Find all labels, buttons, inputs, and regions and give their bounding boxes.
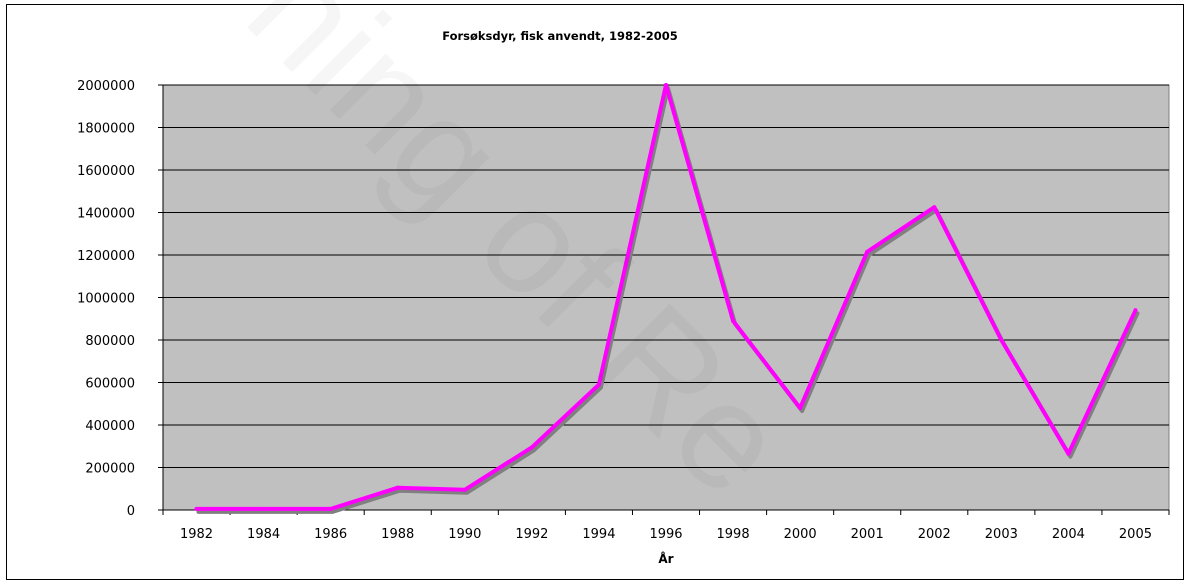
y-tick-label: 200000 (85, 462, 135, 477)
data-point (798, 406, 803, 410)
data-point (261, 506, 266, 511)
data-point (328, 506, 333, 511)
data-point (999, 338, 1004, 342)
data-point (596, 382, 601, 387)
x-tick-label: 1982 (180, 527, 213, 542)
data-point (395, 485, 400, 490)
y-tick-label: 1800000 (77, 122, 135, 137)
x-tick-label: 2004 (1052, 527, 1085, 542)
chart-title: Forsøksdyr, fisk anvendt, 1982-2005 (442, 29, 678, 43)
x-tick-label: 1986 (314, 527, 347, 542)
x-tick-label: 2000 (784, 527, 817, 542)
data-point (932, 205, 937, 210)
data-point (194, 506, 199, 511)
y-tick-label: 600000 (85, 377, 135, 392)
x-tick-label: 1994 (582, 527, 615, 542)
data-point (865, 249, 870, 254)
data-point (1133, 308, 1138, 313)
x-tick-label: 2002 (918, 527, 951, 542)
x-tick-label: 2003 (985, 527, 1018, 542)
y-tick-label: 1000000 (77, 292, 135, 307)
y-tick-label: 2000000 (77, 79, 135, 94)
data-point (1066, 451, 1071, 456)
x-tick-label: 1992 (515, 527, 548, 542)
data-point (529, 445, 534, 450)
x-tick-label: 2001 (851, 527, 884, 542)
x-tick-label: 1996 (649, 527, 682, 542)
x-tick-label: 1984 (247, 527, 280, 542)
x-tick-label: 1988 (381, 527, 414, 542)
y-tick-label: 800000 (85, 334, 135, 349)
x-tick-label: 1998 (717, 527, 750, 542)
y-tick-label: 1400000 (77, 207, 135, 222)
data-point (664, 83, 668, 87)
series-lines (194, 83, 1140, 514)
data-point (462, 487, 467, 492)
y-tick-labels: 0 200000 400000 600000 800000 1000000 1200000 1… (77, 79, 135, 519)
y-tick-label: 0 (127, 504, 135, 519)
y-tick-label: 1600000 (77, 164, 135, 179)
x-tick-label: 1990 (448, 527, 481, 542)
x-axis-title: År (658, 551, 673, 566)
x-tick-label: 2005 (1119, 527, 1152, 542)
y-tick-label: 1200000 (77, 249, 135, 264)
x-tick-labels: 1982 1984 1986 1988 1990 1992 1994 1996 1998 2000… (180, 527, 1152, 542)
y-tick-label: 400000 (85, 419, 135, 434)
data-point (731, 318, 736, 323)
